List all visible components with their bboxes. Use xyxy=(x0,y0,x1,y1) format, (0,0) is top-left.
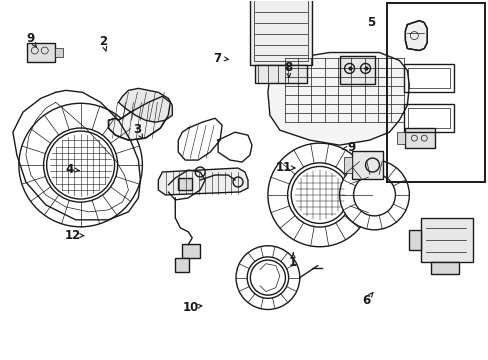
Circle shape xyxy=(236,246,299,310)
Bar xyxy=(397,132,405,144)
Bar xyxy=(421,218,472,262)
Polygon shape xyxy=(405,21,427,50)
Bar xyxy=(430,262,458,274)
Bar xyxy=(254,66,306,84)
Text: 5: 5 xyxy=(366,16,374,29)
Polygon shape xyxy=(118,88,172,122)
Bar xyxy=(407,108,449,128)
Bar xyxy=(182,244,200,258)
Text: 6: 6 xyxy=(362,294,369,307)
Bar xyxy=(386,3,484,182)
Text: 2: 2 xyxy=(99,35,107,49)
Polygon shape xyxy=(158,168,247,195)
Bar xyxy=(27,42,55,62)
Bar xyxy=(249,0,311,66)
Text: 9: 9 xyxy=(26,32,34,45)
Text: 3: 3 xyxy=(133,123,141,136)
Bar xyxy=(175,258,189,272)
Text: 8: 8 xyxy=(284,60,292,73)
Circle shape xyxy=(250,260,285,295)
Text: 7: 7 xyxy=(213,51,222,64)
Bar xyxy=(404,104,453,132)
Circle shape xyxy=(291,166,347,224)
Text: 10: 10 xyxy=(183,301,199,314)
Polygon shape xyxy=(267,53,408,145)
Text: 1: 1 xyxy=(288,256,297,269)
Bar xyxy=(178,178,192,190)
Circle shape xyxy=(267,143,371,247)
Text: 4: 4 xyxy=(65,163,73,176)
Bar xyxy=(405,128,434,148)
Text: 12: 12 xyxy=(65,229,81,242)
Bar xyxy=(55,48,62,58)
Circle shape xyxy=(339,160,408,230)
Bar xyxy=(339,57,375,84)
Bar xyxy=(343,157,351,173)
Text: 11: 11 xyxy=(275,161,291,174)
Bar xyxy=(404,64,453,92)
Circle shape xyxy=(46,131,114,199)
Bar xyxy=(253,0,307,62)
Polygon shape xyxy=(108,96,170,140)
Text: 9: 9 xyxy=(347,141,355,154)
Bar xyxy=(407,68,449,88)
Bar xyxy=(351,151,383,179)
Bar xyxy=(408,230,421,250)
